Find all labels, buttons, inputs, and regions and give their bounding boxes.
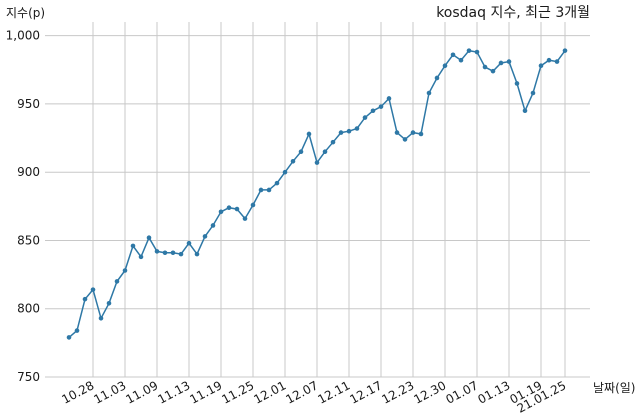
data-point xyxy=(442,63,448,68)
data-point xyxy=(346,128,352,134)
data-point xyxy=(98,315,104,321)
kosdaq-series xyxy=(66,48,568,340)
data-point xyxy=(498,60,504,66)
x-tick-label: 12.07 xyxy=(283,378,320,406)
x-axis-ticks: 10.2811.0311.0911.1311.1911.2512.0112.07… xyxy=(59,378,568,415)
y-tick-label: 750 xyxy=(17,370,40,384)
data-point xyxy=(186,240,192,246)
data-point xyxy=(170,250,176,256)
data-point xyxy=(226,205,232,210)
data-point xyxy=(290,158,296,164)
data-point xyxy=(466,48,472,53)
x-tick-label: 11.13 xyxy=(155,378,192,406)
data-point xyxy=(546,57,552,63)
data-point xyxy=(554,59,560,64)
data-point xyxy=(418,131,424,137)
data-point xyxy=(530,90,536,96)
x-tick-label: 12.11 xyxy=(315,378,352,406)
data-point xyxy=(130,243,136,249)
y-tick-label: 950 xyxy=(17,97,40,111)
y-tick-label: 1,000 xyxy=(6,29,40,43)
data-point xyxy=(314,160,320,165)
data-point xyxy=(106,300,112,306)
data-point xyxy=(354,126,360,131)
data-point xyxy=(562,48,568,53)
x-tick-label: 11.03 xyxy=(91,378,128,406)
data-point xyxy=(378,104,384,109)
y-axis-label: 지수(p) xyxy=(6,6,45,20)
x-tick-label: 01.07 xyxy=(443,378,480,406)
data-point xyxy=(122,268,128,273)
x-axis-label: 날짜(일) xyxy=(593,381,635,395)
y-tick-label: 850 xyxy=(17,233,40,247)
x-tick-label: 11.19 xyxy=(187,378,224,406)
data-point xyxy=(218,209,224,215)
data-point xyxy=(250,202,256,208)
x-tick-label: 12.17 xyxy=(347,378,384,406)
x-tick-label: 12.30 xyxy=(411,378,448,406)
data-point xyxy=(282,169,288,175)
data-point xyxy=(474,49,480,55)
data-point xyxy=(90,287,96,292)
data-point xyxy=(82,296,88,302)
x-tick-label: 01.13 xyxy=(475,378,512,406)
data-point xyxy=(482,64,488,70)
data-point xyxy=(394,130,400,135)
x-tick-label: 10.28 xyxy=(59,378,96,406)
data-point xyxy=(162,250,168,256)
data-point xyxy=(514,81,520,86)
data-point xyxy=(66,335,72,340)
x-tick-label: 11.25 xyxy=(219,378,256,406)
data-point xyxy=(506,59,512,64)
data-point xyxy=(74,328,80,333)
data-point xyxy=(258,187,264,193)
data-point xyxy=(274,180,280,186)
data-point xyxy=(426,90,432,96)
grid-lines xyxy=(45,22,590,378)
data-point xyxy=(146,235,152,241)
data-point xyxy=(298,149,304,155)
data-point xyxy=(490,68,496,74)
data-point xyxy=(178,251,184,257)
data-point xyxy=(370,108,376,114)
data-point xyxy=(322,149,328,155)
data-point xyxy=(538,63,544,68)
y-tick-label: 900 xyxy=(17,165,40,179)
y-tick-label: 800 xyxy=(17,302,40,316)
data-point xyxy=(410,130,416,135)
x-tick-label: 12.23 xyxy=(379,378,416,406)
data-point xyxy=(402,137,408,142)
data-point xyxy=(434,75,440,81)
data-point xyxy=(330,139,336,145)
data-point xyxy=(338,130,344,135)
data-point xyxy=(234,206,240,212)
x-tick-label: 11.09 xyxy=(123,378,160,406)
data-point xyxy=(114,279,120,284)
data-point xyxy=(458,57,464,63)
y-axis-ticks: 750 800 850 900 950 1,000 xyxy=(6,29,40,384)
data-point xyxy=(386,96,392,101)
data-point xyxy=(450,52,456,58)
chart-title: kosdaq 지수, 최근 3개월 xyxy=(436,5,590,21)
data-point xyxy=(194,251,200,257)
data-point xyxy=(138,254,144,260)
data-point xyxy=(210,223,216,228)
data-point xyxy=(202,234,208,239)
data-point xyxy=(242,216,248,221)
data-point xyxy=(154,249,160,254)
data-point xyxy=(362,115,368,120)
data-point xyxy=(522,108,528,114)
data-point xyxy=(306,131,312,137)
x-tick-label: 12.01 xyxy=(251,378,288,406)
data-point xyxy=(266,187,272,193)
